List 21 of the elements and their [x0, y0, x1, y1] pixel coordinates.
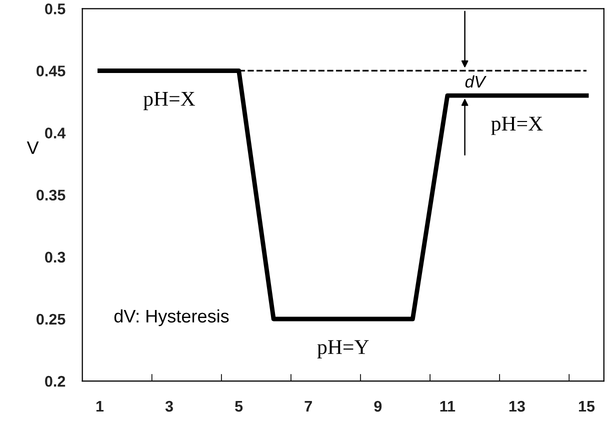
y-axis-title: V [26, 141, 39, 154]
annotation: dV: Hysteresis [114, 309, 229, 326]
y-tick-label: 0.5 [45, 4, 66, 14]
annotation: pH=Y [317, 340, 369, 358]
x-tick-label: 11 [440, 401, 456, 412]
x-tick-label: 1 [96, 401, 104, 412]
y-tick-label: 0.3 [45, 252, 66, 263]
x-tick-label: 15 [578, 401, 595, 412]
annotation: dV [465, 75, 486, 88]
x-tick-label: 13 [509, 400, 525, 412]
x-tick-label: 5 [235, 401, 243, 412]
x-tick-label: 3 [165, 400, 173, 412]
y-tick-label: 0.35 [36, 190, 66, 201]
y-tick-label: 0.25 [36, 314, 66, 325]
annotation: pH=X [491, 116, 543, 135]
annotation: pH=X [143, 92, 196, 110]
y-tick-label: 0.2 [45, 376, 66, 387]
y-tick-label: 0.4 [45, 128, 66, 138]
x-tick-label: 7 [304, 401, 312, 412]
x-tick-label: 9 [374, 400, 382, 412]
y-tick-label: 0.45 [36, 66, 66, 76]
